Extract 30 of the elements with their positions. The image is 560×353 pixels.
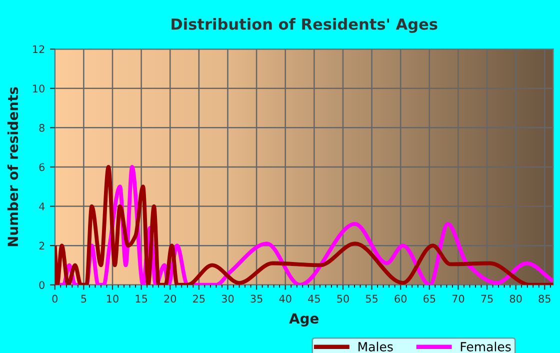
x-tick-label: 35 bbox=[250, 294, 262, 303]
x-tick-label: 85 bbox=[538, 294, 550, 303]
y-tick-label: 12 bbox=[33, 45, 44, 54]
x-tick-label: 55 bbox=[366, 294, 378, 303]
y-tick-label: 6 bbox=[39, 163, 44, 172]
chart-title: Distribution of Residents' Ages bbox=[172, 18, 438, 33]
x-axis-title: Age bbox=[289, 313, 318, 326]
y-tick-label: 10 bbox=[33, 84, 44, 92]
x-tick-label: 65 bbox=[424, 294, 436, 303]
y-tick-label: 8 bbox=[39, 124, 44, 132]
x-tick-label: 20 bbox=[164, 294, 176, 303]
x-tick-label: 0 bbox=[52, 294, 58, 303]
x-tick-label: 50 bbox=[337, 294, 349, 303]
x-tick-label: 75 bbox=[481, 294, 493, 303]
x-tick-label: 10 bbox=[107, 294, 118, 303]
x-tick-label: 5 bbox=[81, 294, 86, 303]
x-tick-label: 25 bbox=[193, 294, 205, 303]
legend-label: Males bbox=[358, 342, 393, 352]
y-tick-label: 0 bbox=[39, 281, 44, 289]
x-tick-label: 40 bbox=[279, 294, 292, 303]
x-tick-label: 45 bbox=[308, 294, 320, 303]
y-axis-title: Number of residents bbox=[7, 87, 18, 246]
x-tick-label: 70 bbox=[452, 294, 464, 303]
x-tick-label: 60 bbox=[394, 294, 407, 303]
x-tick-label: 30 bbox=[222, 294, 234, 303]
x-tick-label: 15 bbox=[136, 294, 148, 303]
y-tick-label: 4 bbox=[39, 202, 45, 210]
legend-label: Females bbox=[460, 342, 511, 352]
y-tick-label: 2 bbox=[39, 242, 44, 250]
x-tick-label: 80 bbox=[510, 294, 522, 303]
